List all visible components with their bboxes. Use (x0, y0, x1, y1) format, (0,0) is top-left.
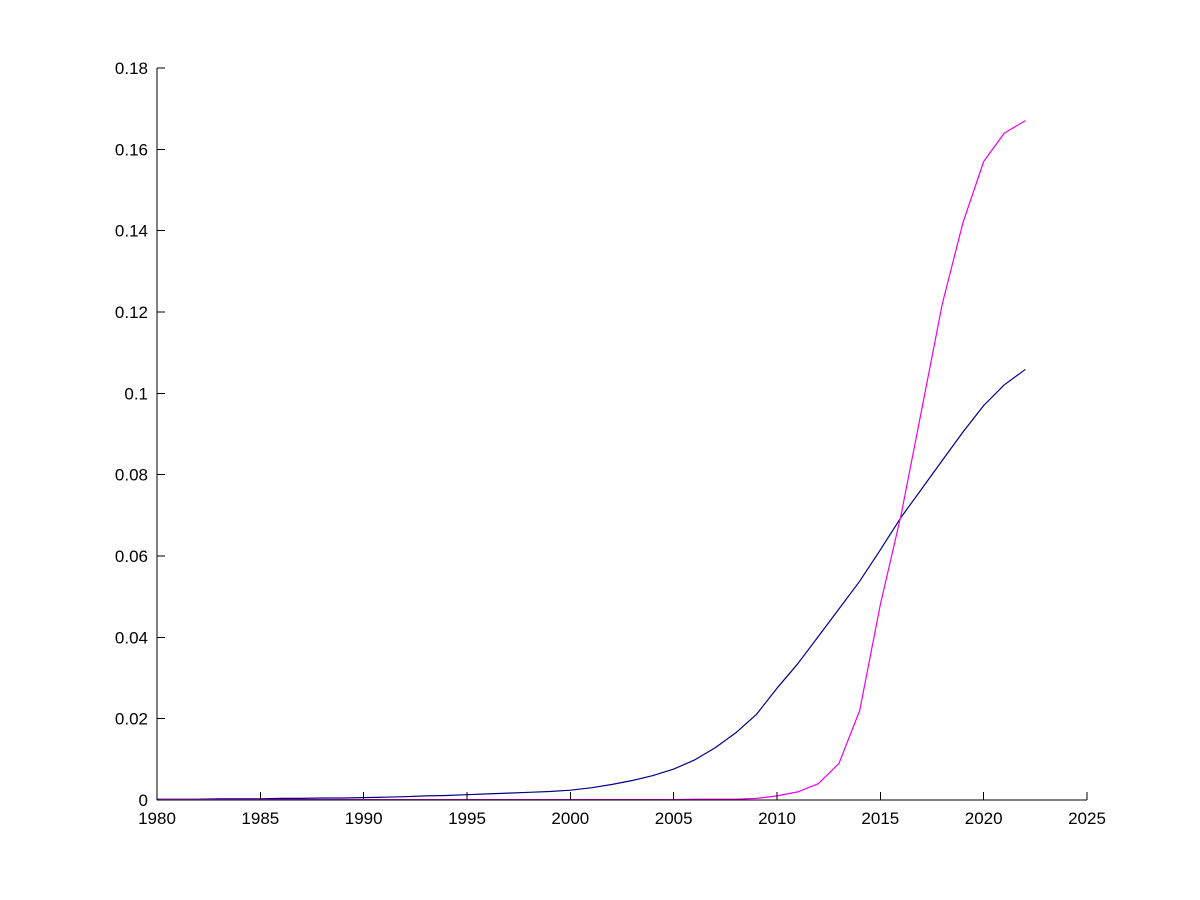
x-tick-label: 1995 (448, 809, 486, 828)
series-magenta-curve-line (156, 120, 1026, 801)
y-tick-label: 0.18 (115, 59, 148, 78)
x-tick-label: 1980 (138, 809, 176, 828)
x-tick-label: 2005 (655, 809, 693, 828)
x-tick-label: 2010 (758, 809, 796, 828)
x-tick-label: 1985 (241, 809, 279, 828)
y-tick-label: 0.02 (115, 710, 148, 729)
series-dark-blue-curve-line (156, 369, 1026, 800)
y-tick-label: 0.04 (115, 628, 148, 647)
x-tick-label: 2000 (551, 809, 589, 828)
y-tick-label: 0.14 (115, 222, 148, 241)
y-tick-label: 0.12 (115, 303, 148, 322)
x-tick-label: 2025 (1068, 809, 1106, 828)
x-tick-label: 2020 (965, 809, 1003, 828)
y-tick-label: 0.16 (115, 140, 148, 159)
y-tick-label: 0.1 (124, 384, 148, 403)
x-tick-label: 2015 (861, 809, 899, 828)
x-tick-label: 1990 (345, 809, 383, 828)
y-tick-label: 0.06 (115, 547, 148, 566)
y-tick-label: 0 (139, 791, 148, 810)
y-tick-label: 0.08 (115, 466, 148, 485)
